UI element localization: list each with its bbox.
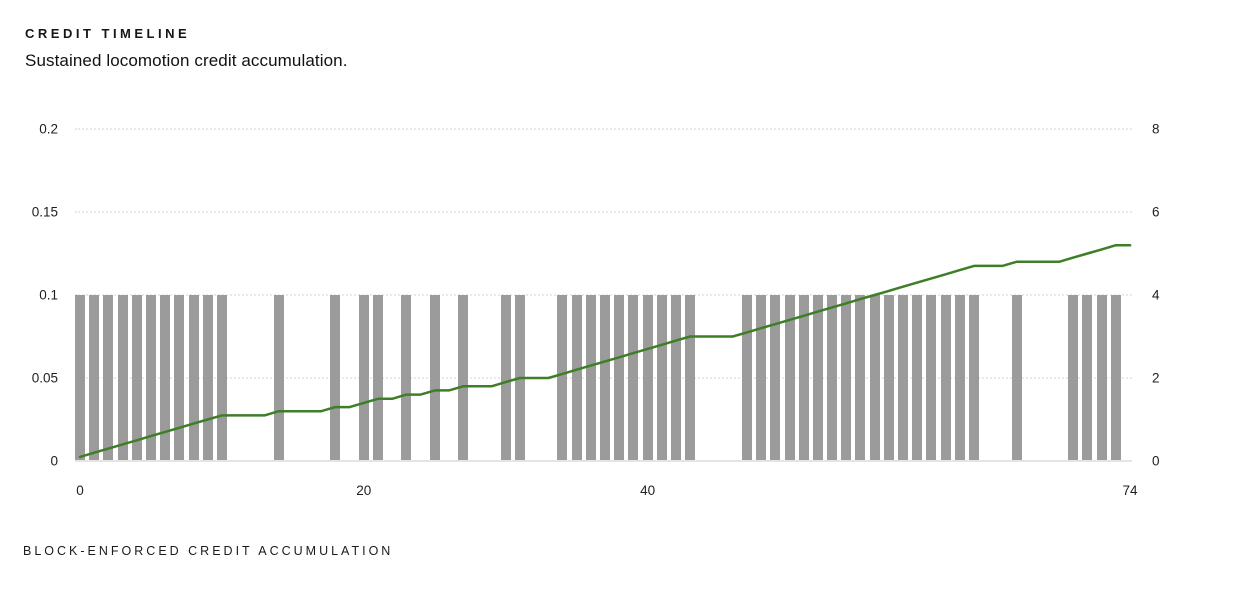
credit-bar bbox=[898, 295, 909, 461]
credit-bar bbox=[145, 295, 156, 461]
page-subtitle: Sustained locomotion credit accumulation… bbox=[25, 51, 348, 70]
credit-bar bbox=[358, 295, 369, 461]
gridline bbox=[75, 211, 1132, 213]
chart-footer-label: BLOCK-ENFORCED CREDIT ACCUMULATION bbox=[23, 544, 394, 558]
right-axis-tick-label: 8 bbox=[1152, 121, 1160, 137]
credit-bar bbox=[401, 295, 412, 461]
credit-bar bbox=[600, 295, 611, 461]
credit-bar bbox=[1011, 295, 1022, 461]
credit-bar bbox=[273, 295, 284, 461]
credit-bar bbox=[429, 295, 440, 461]
credit-bar bbox=[954, 295, 965, 461]
chart-header: CREDIT TIMELINE Sustained locomotion cre… bbox=[25, 26, 348, 71]
credit-bar bbox=[756, 295, 767, 461]
credit-bar bbox=[841, 295, 852, 461]
credit-bar bbox=[741, 295, 752, 461]
credit-bar bbox=[131, 295, 142, 461]
credit-bar bbox=[869, 295, 880, 461]
credit-bar bbox=[812, 295, 823, 461]
right-axis-tick-label: 6 bbox=[1152, 204, 1160, 220]
credit-bar bbox=[75, 295, 85, 461]
credit-bar bbox=[89, 295, 100, 461]
credit-bar bbox=[670, 295, 681, 461]
credit-bar bbox=[912, 295, 923, 461]
credit-bar bbox=[571, 295, 582, 461]
credit-bar bbox=[188, 295, 199, 461]
credit-bar bbox=[940, 295, 951, 461]
credit-bar bbox=[458, 295, 469, 461]
x-axis-tick-label: 74 bbox=[1122, 483, 1138, 498]
credit-bar bbox=[1068, 295, 1079, 461]
credit-bar bbox=[770, 295, 781, 461]
x-axis-tick-label: 20 bbox=[356, 483, 372, 498]
credit-bar bbox=[784, 295, 795, 461]
credit-bar bbox=[855, 295, 866, 461]
credit-bar bbox=[557, 295, 568, 461]
credit-bar bbox=[642, 295, 653, 461]
credit-bar bbox=[883, 295, 894, 461]
credit-bar bbox=[656, 295, 667, 461]
credit-bar bbox=[968, 295, 979, 461]
credit-bar bbox=[1096, 295, 1107, 461]
right-axis-tick-label: 2 bbox=[1152, 370, 1160, 386]
credit-bar bbox=[514, 295, 525, 461]
left-axis-tick-label: 0 bbox=[50, 453, 58, 469]
credit-bar bbox=[330, 295, 341, 461]
credit-bar bbox=[614, 295, 625, 461]
left-axis-tick-label: 0.05 bbox=[31, 370, 58, 386]
credit-bar bbox=[798, 295, 809, 461]
left-axis-tick-label: 0.1 bbox=[39, 287, 58, 303]
credit-bar bbox=[500, 295, 511, 461]
left-axis-tick-label: 0.2 bbox=[39, 121, 58, 137]
credit-bar bbox=[216, 295, 227, 461]
credit-bar bbox=[174, 295, 185, 461]
x-axis-tick-label: 40 bbox=[640, 483, 656, 498]
credit-bar bbox=[685, 295, 696, 461]
credit-bar bbox=[117, 295, 128, 461]
credit-bar bbox=[1110, 295, 1121, 461]
x-axis-line bbox=[75, 460, 1132, 462]
credit-bar bbox=[926, 295, 937, 461]
credit-bar bbox=[827, 295, 838, 461]
credit-bar bbox=[1082, 295, 1093, 461]
gridline bbox=[75, 128, 1132, 130]
credit-bar bbox=[628, 295, 639, 461]
credit-bar bbox=[202, 295, 213, 461]
page-title: CREDIT TIMELINE bbox=[25, 26, 191, 41]
x-axis-tick-label: 0 bbox=[76, 483, 84, 498]
credit-bar bbox=[103, 295, 114, 461]
credit-bar bbox=[160, 295, 171, 461]
credit-bar bbox=[585, 295, 596, 461]
right-axis-tick-label: 0 bbox=[1152, 453, 1160, 469]
left-axis-tick-label: 0.15 bbox=[31, 204, 58, 220]
right-axis-tick-label: 4 bbox=[1152, 287, 1160, 303]
credit-bar bbox=[372, 295, 383, 461]
